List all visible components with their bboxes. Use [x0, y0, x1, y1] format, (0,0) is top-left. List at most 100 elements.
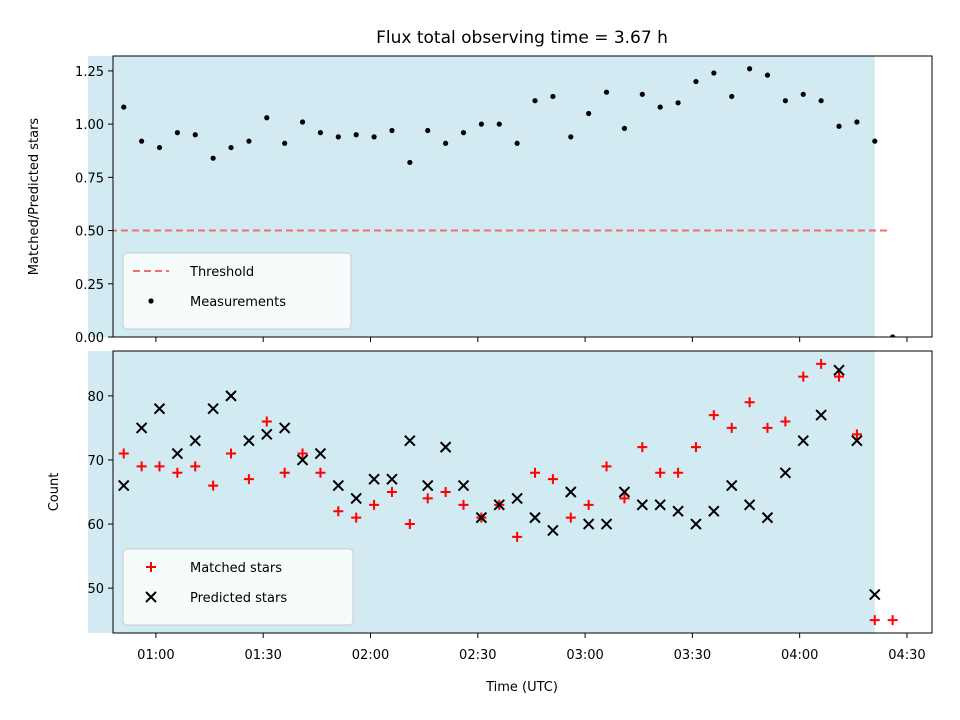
predicted-star-point [565, 486, 577, 498]
predicted-star-point [529, 511, 541, 524]
predicted-star-point [404, 435, 416, 447]
predicted-star-point [350, 492, 362, 505]
y-axis-label: Matched/Predicted stars [27, 118, 42, 276]
x-tick-label: 03:00 [566, 648, 603, 663]
predicted-star-point [296, 454, 309, 466]
matched-star-point [154, 461, 165, 472]
measurement-point [711, 70, 717, 76]
matched-star-point [637, 442, 648, 453]
measurement-point [460, 130, 467, 136]
measurement-point [514, 140, 520, 146]
measurement-point [192, 132, 198, 138]
legend-label: Predicted stars [190, 591, 287, 606]
y-tick-label: 0.50 [75, 225, 104, 240]
matched-star-point [708, 410, 719, 421]
predicted-star-point [726, 479, 738, 492]
measurement-point [639, 91, 645, 97]
legend: Threshold Measurements [122, 252, 352, 330]
matched-star-point [208, 480, 219, 491]
predicted-star-point [600, 518, 613, 530]
predicted-star-point [189, 435, 201, 447]
measurement-point [317, 130, 324, 136]
predicted-star-point [636, 499, 649, 511]
predicted-star-point [547, 524, 559, 537]
x-axis-label: Time (UTC) [485, 680, 558, 695]
legend-box [122, 548, 354, 626]
matched-star-point [530, 467, 541, 478]
predicted-star-point [851, 435, 863, 447]
predicted-star-point [761, 511, 774, 524]
predicted-star-point [743, 499, 756, 511]
matched-star-point [458, 499, 469, 510]
measurement-point [478, 121, 484, 127]
legend-matched-swatch [146, 562, 156, 572]
legend: Matched stars Predicted stars [122, 548, 354, 626]
matched-star-point [851, 429, 862, 440]
matched-star-point [333, 506, 344, 517]
measurement-point [228, 144, 234, 151]
measurement-point [657, 104, 663, 110]
predicted-star-point [869, 588, 881, 601]
x-tick-label: 03:30 [674, 648, 711, 663]
y-tick-label: 50 [87, 582, 104, 597]
measurement-point [299, 119, 306, 125]
measurement-point [389, 127, 395, 134]
matched-star-point [351, 512, 362, 523]
matched-star-point [744, 397, 755, 408]
predicted-star-point [779, 467, 792, 479]
y-tick-label: 1.00 [75, 118, 104, 133]
x-tick-label: 01:00 [137, 648, 174, 663]
measurement-point [568, 134, 574, 140]
matched-star-point [315, 467, 326, 478]
matched-star-point [279, 467, 290, 478]
matched-star-point [369, 499, 380, 510]
matched-star-point [261, 416, 272, 427]
matched-star-point [118, 448, 129, 459]
x-tick-label: 02:30 [459, 648, 496, 663]
axes-frame [112, 350, 933, 634]
matched-star-point [583, 499, 594, 510]
measurement-point [443, 140, 449, 146]
x-tick-label: 04:00 [781, 648, 818, 663]
measurement-point [335, 134, 341, 140]
matched-star-point [601, 461, 612, 472]
measurement-point [675, 100, 681, 106]
matched-star-point [619, 493, 630, 504]
matched-star-point [386, 487, 397, 497]
predicted-star-point [261, 428, 273, 441]
matched-star-point [172, 467, 183, 478]
measurement-point [246, 138, 252, 144]
legend-label: Measurements [190, 295, 286, 310]
measurement-point [550, 93, 556, 100]
predicted-star-point [618, 486, 631, 498]
measurement-point [603, 89, 610, 95]
matched-star-point [798, 371, 809, 382]
y-tick-label: 0.75 [75, 171, 104, 186]
y-tick-label: 0.25 [75, 278, 104, 293]
measurement-point [782, 98, 788, 104]
predicted-star-point [672, 505, 684, 517]
count-panel: 50 60 70 80 01:00 01:30 02:00 02:30 03:00 03:30 04… [47, 350, 933, 663]
measurement-point [836, 123, 842, 129]
measurement-point [496, 121, 502, 127]
x-tick-label: 02:00 [352, 648, 389, 663]
legend-predicted-swatch [145, 591, 157, 603]
y-axis-label: Count [47, 473, 62, 512]
plot-content [118, 358, 898, 626]
predicted-star-point [439, 441, 452, 453]
measurement-point [729, 93, 735, 100]
ratio-panel: 0.00 0.25 0.50 0.75 1.00 1.25 Matched/Predicte… [27, 55, 933, 346]
legend-measurement-swatch [148, 298, 154, 304]
chart-title: Flux total observing time = 3.67 h [376, 28, 668, 48]
measurement-point [353, 132, 359, 138]
predicted-star-point [207, 402, 219, 415]
predicted-star-point [797, 435, 809, 447]
y-tick-label: 1.25 [75, 65, 104, 80]
measurement-point [282, 140, 288, 146]
predicted-star-point [135, 422, 148, 434]
predicted-star-point [511, 492, 523, 505]
measurement-point [890, 334, 896, 337]
predicted-star-point [225, 390, 237, 402]
matched-star-point [404, 519, 415, 530]
measurement-point [818, 98, 824, 104]
